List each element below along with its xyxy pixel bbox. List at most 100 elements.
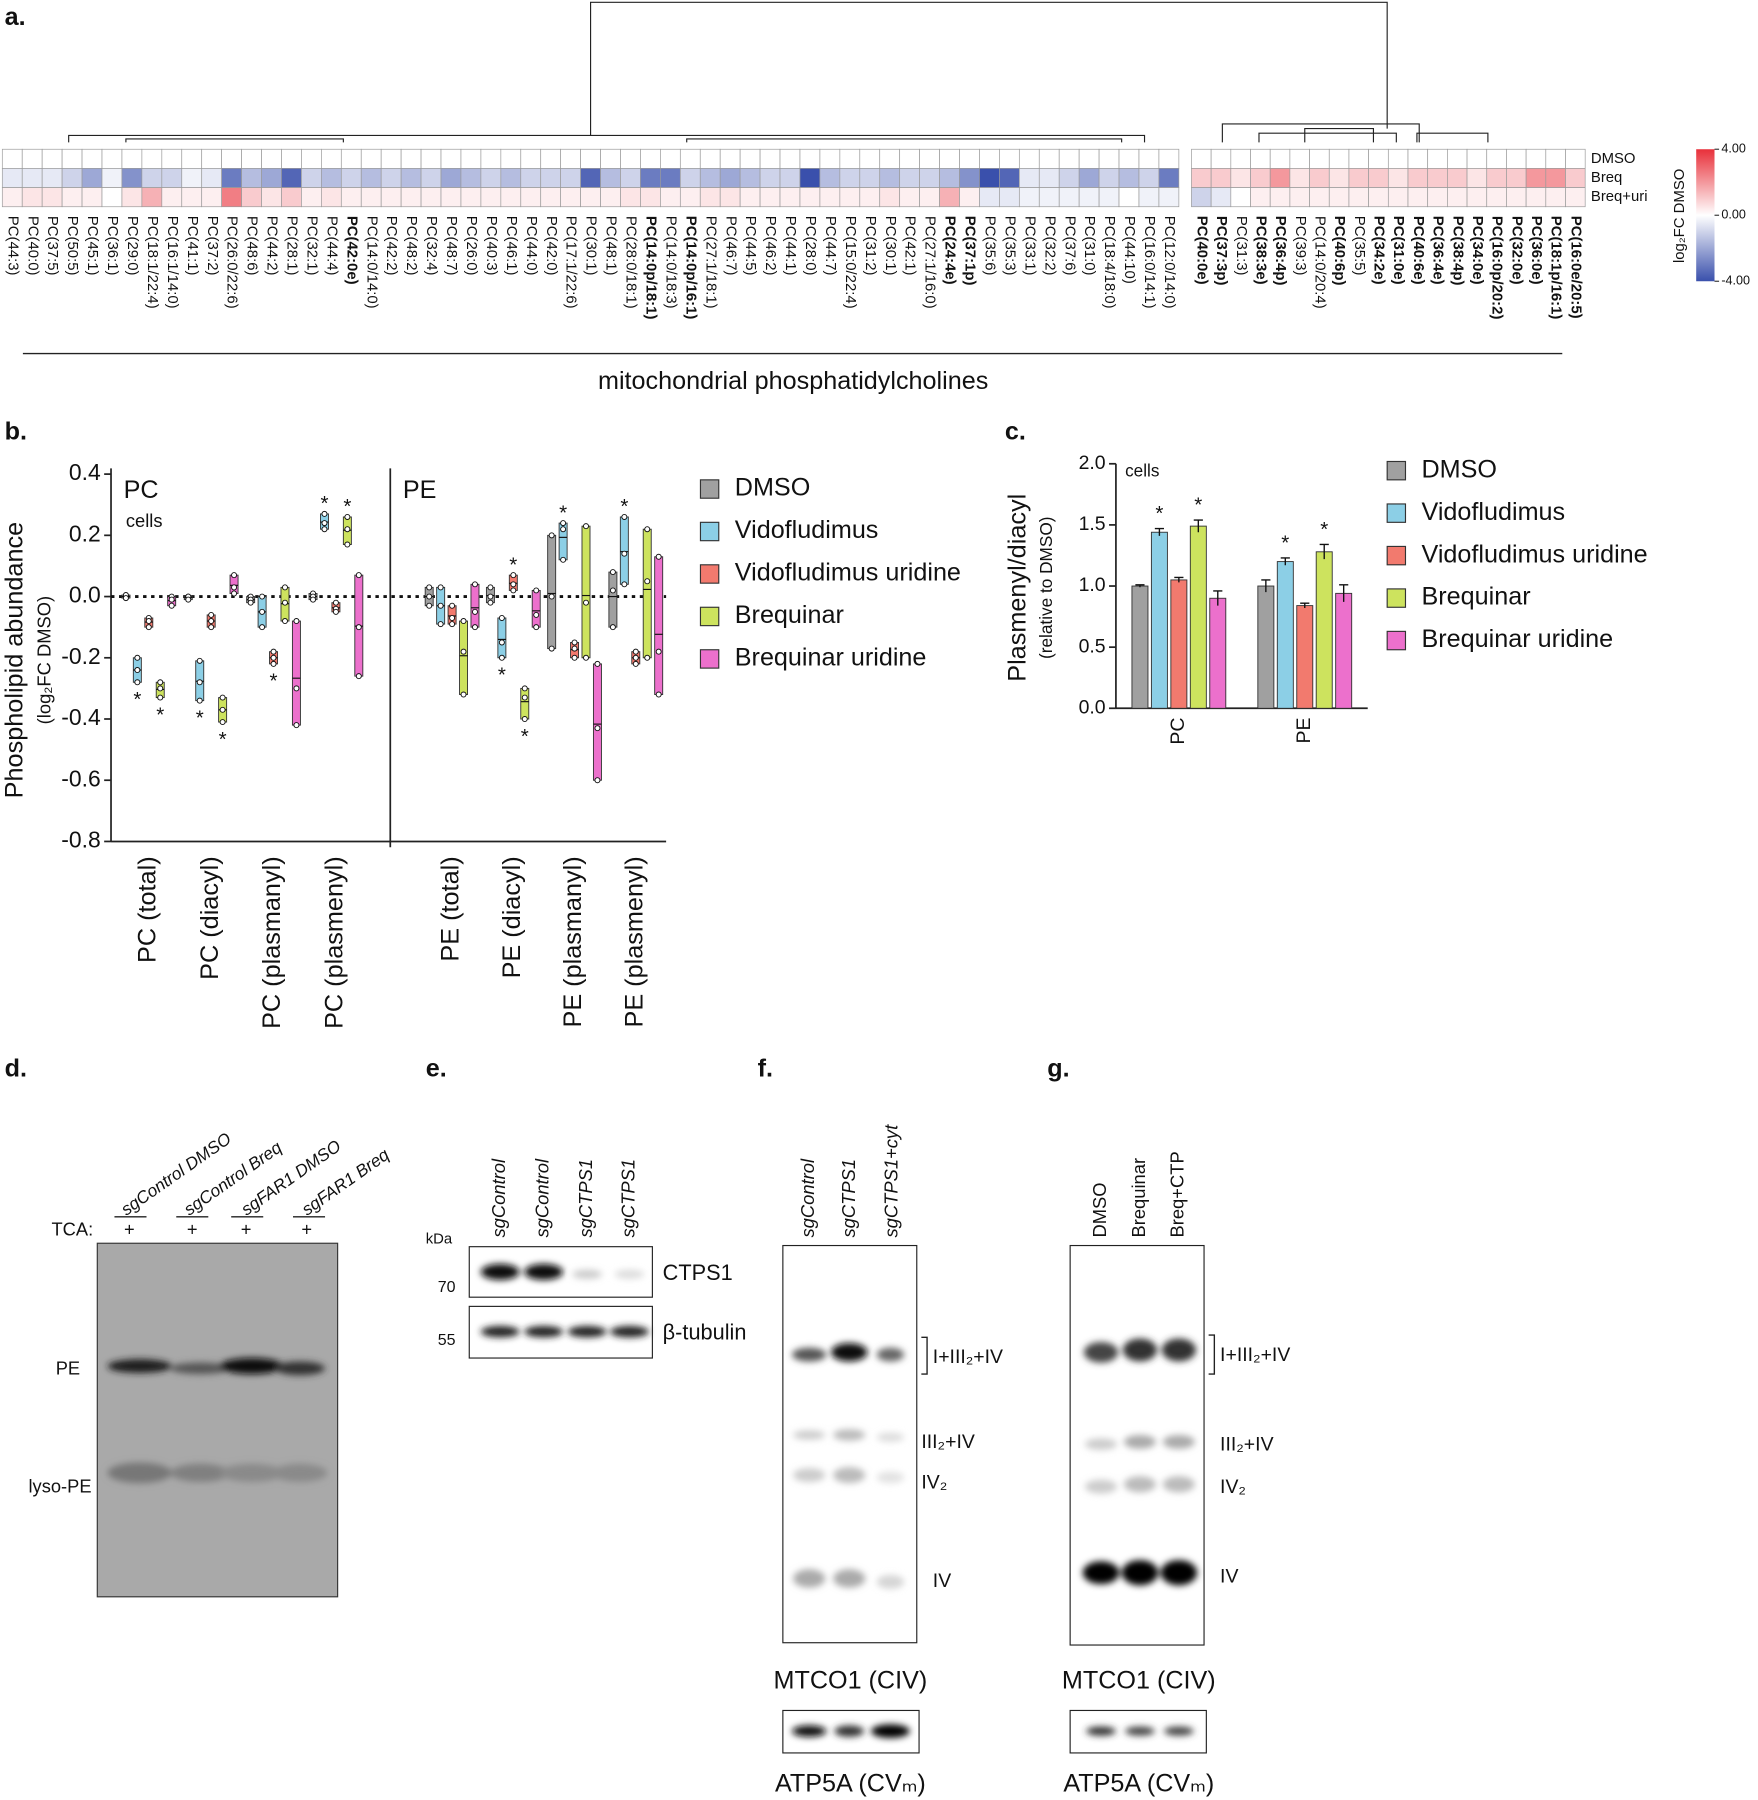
column-label: PC(44:2) — [264, 216, 280, 276]
heatmap-cell — [1407, 187, 1429, 208]
data-point — [231, 590, 238, 597]
heatmap-cell — [1158, 168, 1180, 188]
data-point — [168, 596, 175, 603]
data-point — [533, 587, 540, 594]
x-tick-label: PE — [1293, 717, 1315, 743]
heatmap-cell — [1158, 187, 1180, 208]
column-label: PC(30:1) — [882, 216, 898, 276]
range-bar — [608, 571, 618, 628]
column-label: PC(44:3) — [4, 216, 20, 276]
heatmap-cell — [819, 187, 841, 208]
heatmap-cell — [420, 148, 442, 169]
lane-label: sgControl — [797, 1158, 818, 1237]
subtitle: cells — [1125, 460, 1159, 480]
heatmap-cell — [899, 168, 920, 188]
bracket — [1208, 1334, 1216, 1375]
heatmap-cell — [181, 168, 203, 188]
heatmap-cell — [241, 148, 262, 169]
heatmap-cell — [859, 168, 881, 188]
column-label: PC(16:0p/20:2) — [1489, 216, 1505, 320]
probe-label: ATP5A (CVₘ) — [775, 1770, 926, 1798]
heatmap-cell — [580, 168, 601, 188]
heatmap-cell — [41, 187, 63, 208]
column-label: PC(18:1p/16:1) — [1548, 216, 1564, 320]
heatmap-cell — [999, 148, 1020, 169]
data-point — [293, 685, 300, 692]
bracket — [921, 1336, 928, 1375]
data-point — [310, 596, 317, 603]
data-point — [583, 523, 589, 530]
legend-label: Vidofludimus uridine — [735, 559, 961, 587]
heatmap-cell — [1038, 148, 1060, 169]
column-label: PC(35:3) — [1001, 216, 1017, 276]
heatmap-cell — [839, 148, 861, 169]
heatmap-cell — [1210, 148, 1232, 169]
column-label: PC(18:4/18:0) — [1101, 216, 1117, 309]
heatmap-cell — [340, 168, 362, 188]
heatmap-cell — [301, 148, 322, 169]
probe-label: MTCO1 (CIV) — [773, 1666, 927, 1694]
treatment-label: TCA: — [52, 1218, 94, 1239]
treatment: + — [241, 1218, 252, 1239]
data-point — [282, 599, 288, 606]
heatmap-cell — [620, 168, 641, 188]
error-bar — [1154, 527, 1164, 536]
heatmap-cell — [799, 148, 821, 169]
column-label: PC(37:2) — [204, 216, 220, 276]
data-point — [521, 694, 528, 701]
heatmap-cell — [879, 148, 901, 169]
heatmap-cell — [699, 168, 721, 188]
heatmap-cell — [1058, 187, 1080, 208]
heatmap-cell — [679, 148, 701, 169]
heatmap-cell — [460, 148, 482, 169]
heatmap-cell — [61, 187, 83, 208]
heatmap-cell — [380, 187, 402, 208]
heatmap-cell — [959, 148, 980, 169]
heatmap-cell — [81, 187, 103, 208]
data-point — [282, 618, 288, 625]
data-point — [571, 654, 578, 661]
bar — [1257, 585, 1275, 709]
heatmap-cell — [959, 187, 980, 208]
data-point — [472, 581, 478, 588]
range-bar — [459, 620, 468, 695]
heatmap-cell — [979, 148, 1000, 169]
data-point — [157, 694, 164, 701]
significance: * — [1194, 494, 1202, 517]
column-label: PC(14:0/14:0) — [363, 216, 379, 309]
data-point — [282, 584, 288, 591]
heatmap-cell — [1368, 187, 1389, 208]
data-point — [122, 595, 129, 602]
heatmap-cell — [939, 168, 960, 188]
treatment: + — [301, 1218, 312, 1239]
heatmap-cell — [21, 187, 43, 208]
heatmap-cell — [301, 168, 322, 188]
y-tick-label: 0.4 — [69, 459, 101, 485]
heatmap-cell — [1018, 148, 1040, 169]
significance: * — [509, 553, 517, 576]
unit-label: kDa — [426, 1232, 453, 1248]
heatmap-cell — [201, 168, 222, 188]
heatmap-cell — [959, 168, 980, 188]
heatmap-cell — [1058, 168, 1080, 188]
heatmap-cell — [1230, 187, 1251, 208]
data-point — [196, 697, 203, 704]
heatmap-cell — [520, 168, 542, 188]
lane-label: DMSO — [1089, 1182, 1110, 1237]
legend-swatch — [1386, 503, 1407, 523]
heatmap-cell — [819, 168, 841, 188]
column-label: PC(32:4) — [423, 216, 439, 276]
heatmap-cell — [500, 168, 522, 188]
heatmap-cell — [919, 187, 940, 208]
significance: * — [498, 664, 506, 687]
heatmap-cell — [1250, 168, 1271, 188]
column-label: PC(29:0) — [124, 216, 140, 276]
data-point — [426, 593, 433, 600]
column-label: PC(37:5) — [44, 216, 60, 276]
heatmap-cell — [979, 187, 1000, 208]
y-tick-label: -0.6 — [61, 765, 100, 791]
heatmap-cell — [1348, 168, 1369, 188]
heatmap-cell — [919, 148, 940, 169]
treatment: + — [187, 1218, 198, 1239]
data-point — [145, 624, 152, 631]
